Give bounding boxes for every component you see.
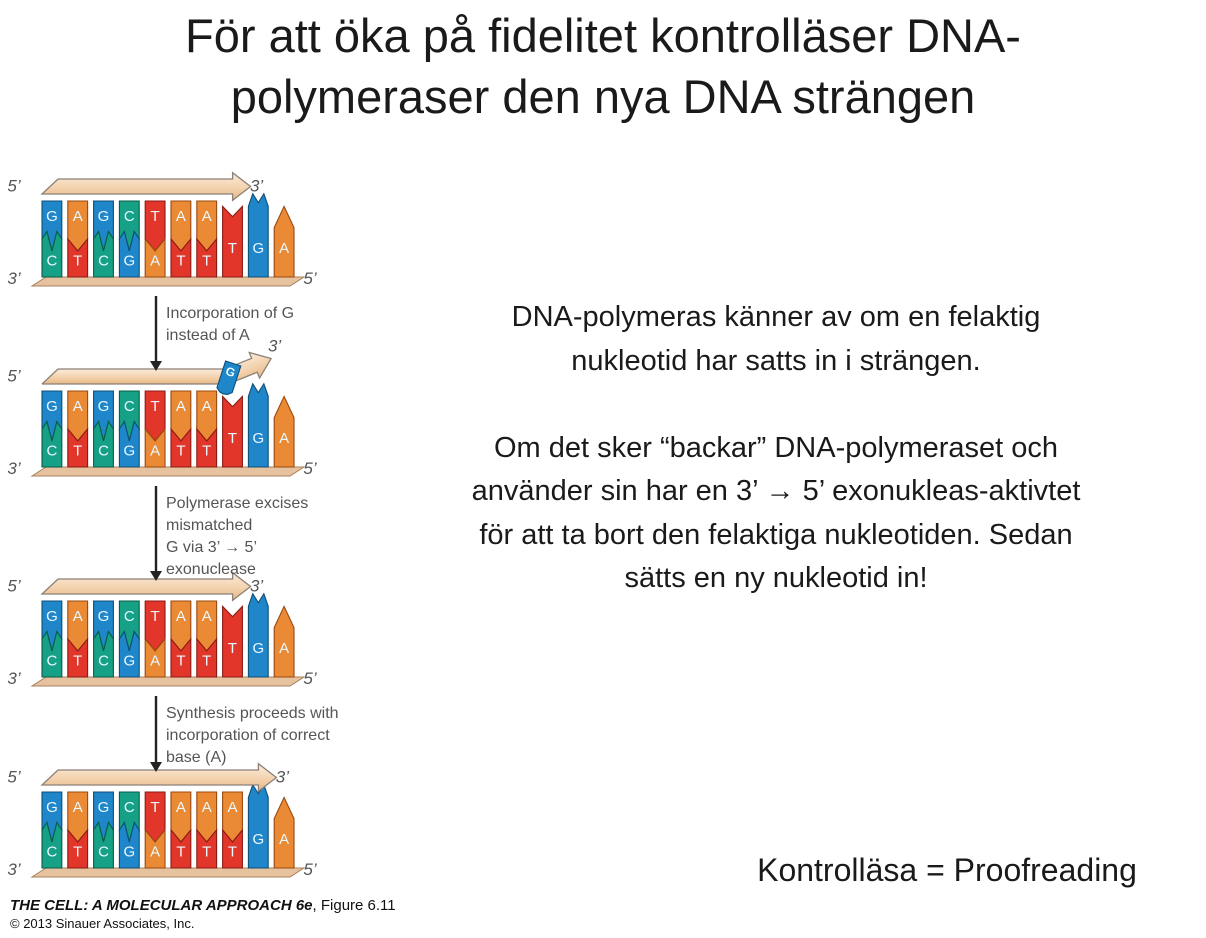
svg-text:A: A: [279, 430, 289, 447]
svg-text:5’: 5’: [7, 577, 20, 596]
svg-text:T: T: [151, 398, 160, 415]
svg-text:G: G: [46, 398, 58, 415]
svg-text:G: G: [252, 430, 264, 447]
svg-text:T: T: [228, 844, 237, 861]
svg-text:A: A: [202, 208, 212, 225]
svg-text:A: A: [227, 799, 237, 816]
svg-text:5’: 5’: [7, 177, 20, 196]
svg-text:T: T: [202, 844, 211, 861]
svg-text:T: T: [151, 608, 160, 625]
svg-text:G via 3’ → 5’: G via 3’ → 5’: [166, 539, 257, 556]
svg-text:C: C: [124, 208, 135, 225]
svg-text:3’: 3’: [7, 669, 20, 688]
svg-text:5’: 5’: [303, 459, 316, 478]
svg-text:A: A: [202, 799, 212, 816]
svg-text:5’: 5’: [303, 269, 316, 288]
svg-text:incorporation of correct: incorporation of correct: [166, 727, 330, 744]
svg-text:C: C: [98, 443, 109, 460]
svg-text:mismatched: mismatched: [166, 517, 252, 534]
svg-text:G: G: [98, 398, 110, 415]
svg-text:G: G: [98, 799, 110, 816]
svg-text:T: T: [202, 443, 211, 460]
svg-text:base (A): base (A): [166, 749, 226, 766]
svg-text:3’: 3’: [7, 459, 20, 478]
svg-text:3’: 3’: [250, 177, 263, 196]
svg-text:3’: 3’: [268, 337, 281, 356]
svg-text:T: T: [228, 430, 237, 447]
svg-text:A: A: [73, 608, 83, 625]
svg-text:A: A: [176, 608, 186, 625]
svg-text:A: A: [73, 398, 83, 415]
svg-text:G: G: [46, 608, 58, 625]
svg-text:T: T: [73, 443, 82, 460]
svg-text:Incorporation of G: Incorporation of G: [166, 305, 294, 322]
svg-text:T: T: [202, 653, 211, 670]
svg-text:G: G: [123, 653, 135, 670]
svg-text:instead of A: instead of A: [166, 327, 250, 344]
svg-text:T: T: [176, 253, 185, 270]
svg-text:A: A: [279, 240, 289, 257]
svg-text:G: G: [123, 844, 135, 861]
svg-text:A: A: [150, 443, 160, 460]
svg-text:T: T: [176, 443, 185, 460]
svg-text:G: G: [46, 208, 58, 225]
svg-text:C: C: [124, 398, 135, 415]
svg-text:T: T: [228, 640, 237, 657]
svg-text:T: T: [202, 253, 211, 270]
svg-text:A: A: [73, 799, 83, 816]
svg-text:T: T: [151, 208, 160, 225]
svg-text:C: C: [46, 253, 57, 270]
svg-text:T: T: [176, 844, 185, 861]
svg-text:Polymerase excises: Polymerase excises: [166, 495, 308, 512]
svg-text:A: A: [176, 208, 186, 225]
svg-text:exonuclease: exonuclease: [166, 561, 256, 578]
svg-text:3’: 3’: [7, 860, 20, 879]
svg-text:G: G: [252, 240, 264, 257]
svg-text:G: G: [98, 208, 110, 225]
svg-text:C: C: [124, 608, 135, 625]
svg-text:T: T: [73, 653, 82, 670]
svg-text:C: C: [46, 844, 57, 861]
svg-text:G: G: [46, 799, 58, 816]
svg-text:A: A: [176, 799, 186, 816]
svg-text:T: T: [176, 653, 185, 670]
svg-text:T: T: [228, 240, 237, 257]
svg-text:5’: 5’: [303, 669, 316, 688]
svg-text:A: A: [73, 208, 83, 225]
svg-text:A: A: [279, 831, 289, 848]
svg-text:C: C: [124, 799, 135, 816]
svg-text:C: C: [98, 844, 109, 861]
svg-text:A: A: [176, 398, 186, 415]
svg-text:A: A: [202, 398, 212, 415]
svg-text:5’: 5’: [303, 860, 316, 879]
svg-text:G: G: [123, 253, 135, 270]
svg-text:3’: 3’: [250, 577, 263, 596]
svg-text:3’: 3’: [7, 269, 20, 288]
svg-text:C: C: [98, 653, 109, 670]
svg-text:A: A: [150, 844, 160, 861]
svg-text:G: G: [252, 831, 264, 848]
svg-text:T: T: [151, 799, 160, 816]
svg-text:3’: 3’: [276, 768, 289, 787]
svg-text:A: A: [279, 640, 289, 657]
svg-text:A: A: [150, 253, 160, 270]
svg-text:5’: 5’: [7, 768, 20, 787]
svg-text:G: G: [98, 608, 110, 625]
svg-text:A: A: [150, 653, 160, 670]
svg-text:T: T: [73, 253, 82, 270]
svg-text:5’: 5’: [7, 367, 20, 386]
svg-text:C: C: [46, 653, 57, 670]
svg-text:T: T: [73, 844, 82, 861]
svg-text:C: C: [46, 443, 57, 460]
svg-text:A: A: [202, 608, 212, 625]
svg-text:G: G: [123, 443, 135, 460]
svg-text:G: G: [252, 640, 264, 657]
svg-text:C: C: [98, 253, 109, 270]
svg-text:Synthesis proceeds with: Synthesis proceeds with: [166, 705, 339, 722]
